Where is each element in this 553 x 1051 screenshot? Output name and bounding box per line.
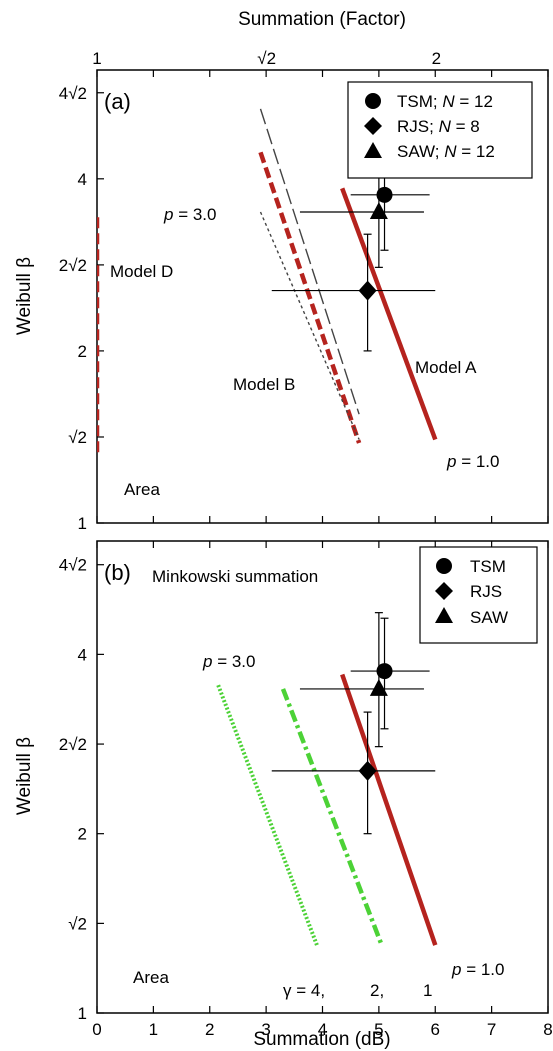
panel-b-y-ticks: 1 √2 2 2√2 4 4√2	[59, 556, 104, 1023]
panel-a-model-lines	[97, 108, 438, 453]
panel-a-label: (a)	[104, 89, 131, 114]
panel-b-p-low: p = 1.0	[451, 960, 504, 979]
panel-a-model-b-label: Model B	[233, 375, 295, 394]
legend-marker-circle	[436, 558, 452, 574]
panel-b-area-label: Area	[133, 968, 169, 987]
data-point-tsm	[376, 186, 393, 203]
y-tick-label: 4√2	[59, 84, 87, 103]
panel-a-y-ticks: 1 √2 2 2√2 4 4√2	[59, 84, 104, 533]
y-tick-label: 1	[78, 514, 87, 533]
panel-b-model-lines	[216, 673, 438, 946]
model-line	[258, 151, 362, 444]
x-tick-label: 1	[149, 1020, 158, 1039]
legend-entry-tsm: TSM; N = 12	[397, 92, 493, 111]
x-tick-label: 3	[261, 1020, 270, 1039]
y-tick-label: 1	[78, 1004, 87, 1023]
top-tick-label: 1	[92, 49, 101, 68]
x-tick-label: 2	[205, 1020, 214, 1039]
y-tick-label: 4√2	[59, 556, 87, 575]
data-point-rjs	[358, 760, 377, 781]
panel-b-gamma-label: γ = 4,	[283, 981, 325, 1000]
data-point-tsm	[376, 663, 393, 680]
x-tick-label: 8	[543, 1020, 552, 1039]
panel-b-title: Minkowski summation	[152, 567, 318, 586]
y-tick-label: 2√2	[59, 256, 87, 275]
y-tick-label: √2	[68, 914, 87, 933]
panel-b-y-axis-title: Weibull β	[14, 737, 35, 815]
panel-a-model-d-label: Model D	[110, 262, 173, 281]
y-tick-label: 2	[78, 342, 87, 361]
legend-marker-triangle	[364, 142, 382, 158]
panel-b-x-ticks: 0 1 2 3 4 5 6 7 8	[92, 541, 553, 1039]
legend-entry-rjs: RJS	[470, 582, 502, 601]
y-tick-label: 4	[78, 170, 87, 189]
panel-a: 1 √2 2 2√2 4 4√2 Weibull β (a) p = 3.0 p = 1.…	[14, 69, 549, 533]
legend-marker-triangle	[435, 607, 453, 623]
top-tick-label: 2	[432, 49, 441, 68]
top-axis-title: Summation (Factor)	[238, 9, 406, 30]
x-tick-label: 5	[374, 1020, 383, 1039]
legend-entry-saw: SAW	[470, 608, 508, 627]
top-axis-ticks: 1 √2 2	[92, 49, 441, 68]
panel-b-p-high: p = 3.0	[202, 652, 255, 671]
panel-a-x-ticks	[96, 70, 549, 523]
legend-marker-circle	[365, 93, 381, 109]
data-point-rjs	[358, 280, 377, 301]
x-tick-label: 4	[318, 1020, 327, 1039]
model-line	[340, 673, 438, 946]
panel-b-gamma-2: 2,	[370, 981, 384, 1000]
x-tick-label: 0	[92, 1020, 101, 1039]
x-tick-label: 7	[487, 1020, 496, 1039]
panel-a-legend: TSM; N = 12 RJS; N = 8 SAW; N = 12	[347, 81, 533, 179]
panel-a-p-low: p = 1.0	[446, 452, 499, 471]
panel-a-area-label: Area	[124, 480, 160, 499]
x-tick-label: 6	[431, 1020, 440, 1039]
legend-entry-rjs: RJS; N = 8	[397, 117, 480, 136]
panel-a-p-high: p = 3.0	[163, 205, 216, 224]
legend-entry-saw: SAW; N = 12	[397, 142, 495, 161]
model-line	[216, 684, 319, 946]
data-point-saw	[369, 678, 388, 696]
panel-a-model-a-label: Model A	[415, 358, 477, 377]
y-tick-label: 2	[78, 825, 87, 844]
panel-b-legend: TSM RJS SAW	[419, 546, 538, 644]
panel-a-y-axis-title: Weibull β	[14, 257, 35, 335]
legend-marker-diamond	[364, 117, 382, 135]
y-tick-label: √2	[68, 428, 87, 447]
data-point-saw	[369, 201, 388, 219]
model-line	[259, 108, 360, 415]
panel-b-x-axis-title: Summation (dB)	[253, 1029, 390, 1050]
y-tick-label: 4	[78, 645, 87, 664]
model-line	[259, 211, 360, 440]
y-tick-label: 2√2	[59, 735, 87, 754]
top-tick-label: √2	[257, 49, 276, 68]
panel-b-label: (b)	[104, 560, 131, 585]
legend-entry-tsm: TSM	[470, 557, 506, 576]
model-line	[340, 187, 438, 441]
panel-b-gamma-1: 1	[423, 981, 432, 1000]
model-line	[280, 688, 384, 946]
panel-b-observers	[271, 612, 436, 835]
legend-marker-diamond	[435, 582, 453, 600]
